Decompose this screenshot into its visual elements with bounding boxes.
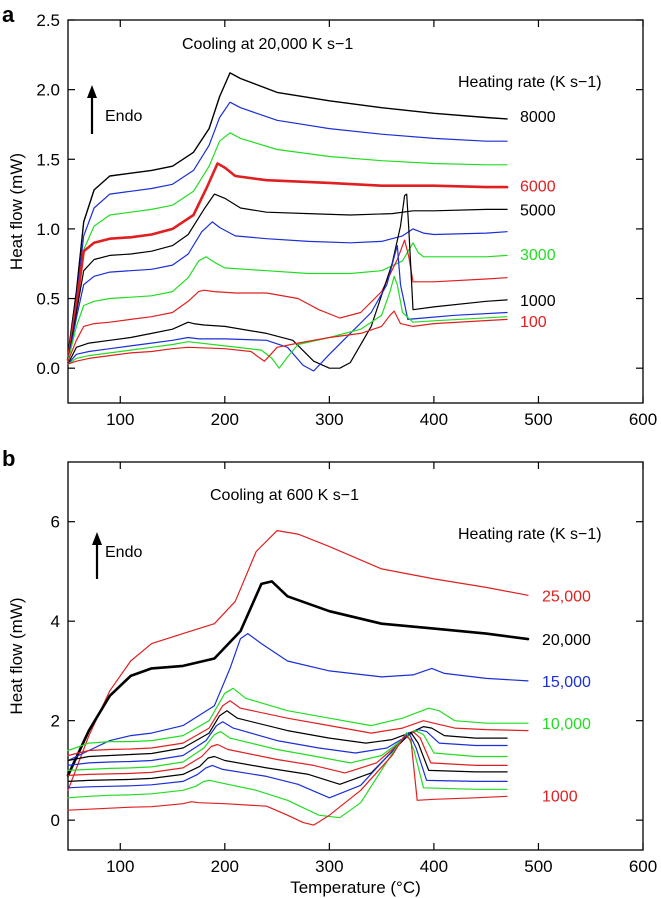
y-tick-label: 1.0 [36,220,60,239]
x-tick-label: 500 [524,410,552,429]
panel-b: b 100 200 300 400 500 600 0 2 4 6 Heat flow (mW) Tem… [2,446,657,897]
rate-label: 1000 [542,788,578,805]
series-line [67,193,508,362]
x-axis-label: Temperature (°C) [290,878,421,897]
x-tick-label: 600 [629,857,657,876]
series-line [67,239,508,362]
x-tick-label: 100 [106,410,134,429]
rate-label: 5000 [520,202,556,219]
series-line [67,700,529,757]
x-tick-label: 400 [420,857,448,876]
y-tick-label: 0 [51,811,60,830]
chart-title: Cooling at 20,000 K s−1 [182,36,353,53]
rate-label: 25,000 [542,588,591,605]
rate-label: 15,000 [542,674,591,691]
plot-frame [67,19,644,404]
endo-label: Endo [105,544,142,561]
series-line [67,72,508,355]
series-line [66,580,530,777]
series-line [67,632,529,762]
x-tick-label: 300 [315,410,343,429]
rate-label: 8000 [520,109,556,126]
plot-frame [67,461,644,851]
series-line [67,729,508,772]
panel-letter: a [2,2,15,27]
series-line [67,101,508,358]
legend-title: Heating rate (K s−1) [458,526,602,543]
series-line [67,731,508,819]
y-tick-label: 2.5 [36,11,60,30]
series-line [67,731,508,799]
endo-arrow-icon [92,532,102,545]
x-tick-label: 300 [315,857,343,876]
y-axis-label: Heat flow (mW) [7,597,26,714]
y-tick-label: 4 [51,612,60,631]
y-tick-label: 2 [51,712,60,731]
y-tick-label: 0.5 [36,290,60,309]
series-line [67,721,508,767]
y-tick-label: 6 [51,513,60,532]
y-tick-label: 1.5 [36,150,60,169]
y-axis-label: Heat flow (mW) [7,153,26,270]
rate-label: 6000 [520,179,556,196]
series-line [67,221,508,362]
series-line [67,529,529,791]
series-line [67,731,508,785]
series-line [67,193,508,369]
chart-title: Cooling at 600 K s−1 [210,487,359,504]
series-line [67,242,508,362]
legend-title: Heating rate (K s−1) [458,74,602,91]
rate-label: 3000 [520,247,556,264]
x-tick-label: 600 [629,410,657,429]
x-tick-label: 500 [524,857,552,876]
series-line [66,162,509,362]
series-line [67,275,508,369]
series-line [67,310,508,365]
series-line [67,687,529,752]
rate-label: 100 [520,314,547,331]
series-line [67,730,508,777]
endo-label: Endo [105,108,142,125]
endo-arrow-icon [87,85,97,98]
x-tick-label: 200 [211,410,239,429]
x-tick-label: 400 [420,410,448,429]
series-line [67,245,508,372]
series-line [67,132,508,359]
series-line [67,710,508,762]
y-tick-label: 2.0 [36,81,60,100]
rate-label: 20,000 [542,632,591,649]
x-tick-label: 200 [211,857,239,876]
rate-label: 1000 [520,293,556,310]
x-tick-label: 100 [106,857,134,876]
panel-letter: b [2,446,15,471]
series-line [67,734,508,826]
y-tick-label: 0.0 [36,359,60,378]
panel-a: a 100 200 300 400 500 600 0.0 0.5 1.0 1.5 2.0 2.5 Hea… [2,2,657,429]
rate-label: 10,000 [542,716,591,733]
